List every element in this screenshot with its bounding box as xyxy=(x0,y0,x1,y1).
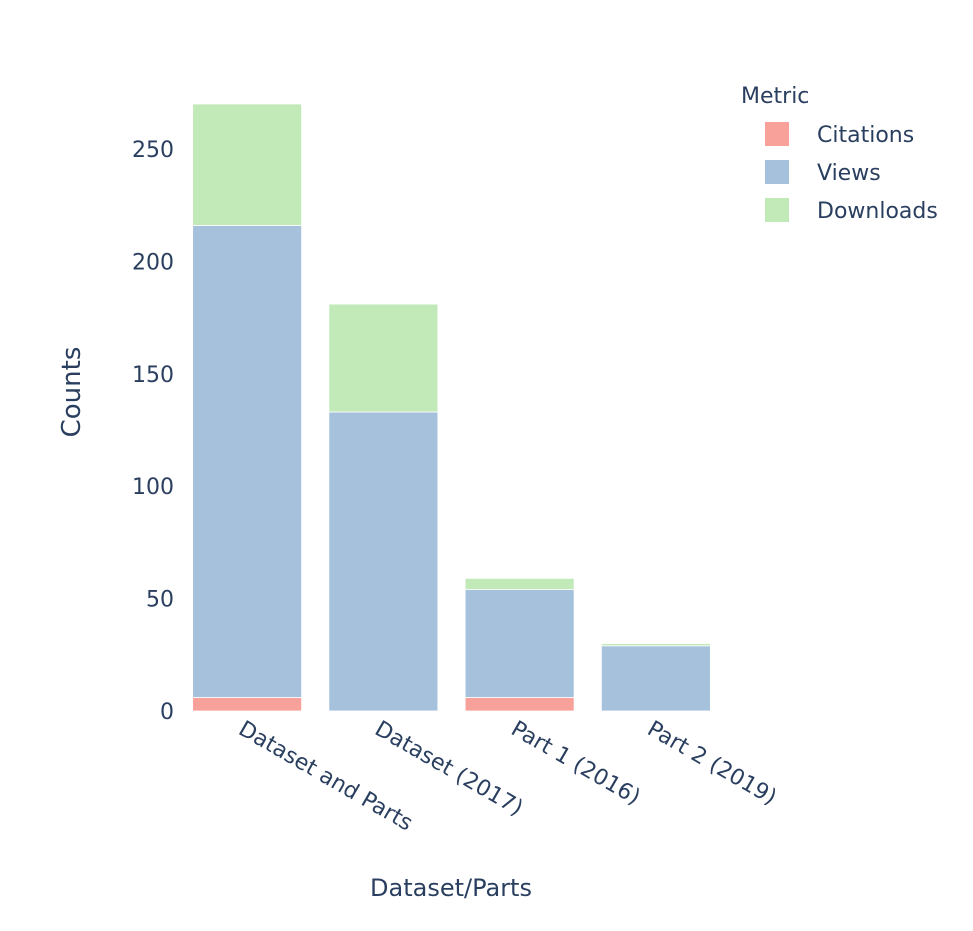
y-tick-label: 100 xyxy=(132,475,174,500)
x-tick-label: Part 1 (2016) xyxy=(507,717,645,811)
legend[interactable]: Metric Citations Views Downloads xyxy=(741,84,938,224)
legend-label-downloads[interactable]: Downloads xyxy=(817,199,938,224)
x-axis-title: Dataset/Parts xyxy=(370,874,532,902)
legend-label-citations[interactable]: Citations xyxy=(817,123,914,148)
legend-swatch-downloads[interactable] xyxy=(765,198,789,222)
bar-views-dataset-and-parts[interactable] xyxy=(192,224,303,698)
bar-downloads-part-1-2016[interactable] xyxy=(464,577,575,590)
bar-views-dataset-2017[interactable] xyxy=(328,411,439,712)
y-tick-label: 50 xyxy=(146,588,174,613)
bar-downloads-part-2-2019[interactable] xyxy=(600,643,711,647)
legend-swatch-views[interactable] xyxy=(765,160,789,184)
bar-citations-dataset-and-parts[interactable] xyxy=(192,697,303,712)
legend-label-views[interactable]: Views xyxy=(817,161,881,186)
legend-swatch-citations[interactable] xyxy=(765,122,789,146)
x-tick-label: Part 2 (2019) xyxy=(643,717,781,811)
y-axis-title: Counts xyxy=(57,347,87,438)
y-axis-ticks: 0 50 100 150 200 250 xyxy=(132,138,174,725)
bar-citations-part-1-2016[interactable] xyxy=(464,697,575,712)
y-tick-label: 150 xyxy=(132,363,174,388)
bars-layer xyxy=(192,103,711,712)
y-tick-label: 0 xyxy=(160,700,174,725)
bar-downloads-dataset-and-parts[interactable] xyxy=(192,103,303,226)
y-tick-label: 200 xyxy=(132,250,174,275)
y-tick-label: 250 xyxy=(132,138,174,163)
bar-views-part-1-2016[interactable] xyxy=(464,589,575,698)
bar-downloads-dataset-2017[interactable] xyxy=(328,303,439,413)
legend-title: Metric xyxy=(741,84,809,109)
bar-views-part-2-2019[interactable] xyxy=(600,645,711,712)
